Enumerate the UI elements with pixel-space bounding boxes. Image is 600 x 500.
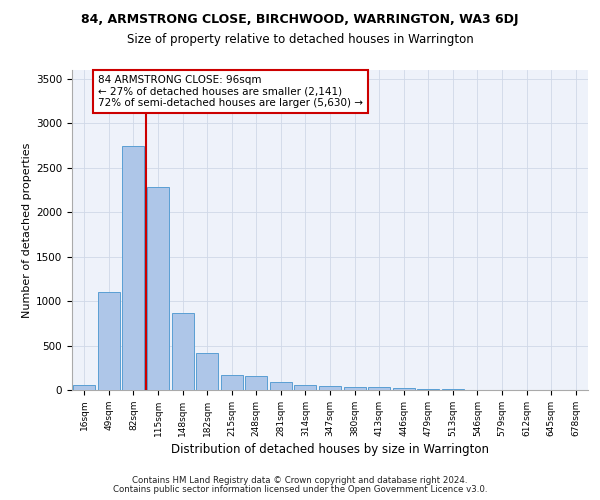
Bar [98, 292, 120, 390]
X-axis label: Distribution of detached houses by size in Warrington: Distribution of detached houses by size … [171, 443, 489, 456]
Bar [196, 353, 218, 390]
Bar [147, 188, 169, 390]
Bar [368, 387, 390, 390]
Text: Contains HM Land Registry data © Crown copyright and database right 2024.: Contains HM Land Registry data © Crown c… [132, 476, 468, 485]
Text: Contains public sector information licensed under the Open Government Licence v3: Contains public sector information licen… [113, 485, 487, 494]
Bar [270, 382, 292, 390]
Bar [221, 375, 243, 390]
Bar [319, 386, 341, 390]
Text: Size of property relative to detached houses in Warrington: Size of property relative to detached ho… [127, 32, 473, 46]
Bar [73, 385, 95, 390]
Text: 84 ARMSTRONG CLOSE: 96sqm
← 27% of detached houses are smaller (2,141)
72% of se: 84 ARMSTRONG CLOSE: 96sqm ← 27% of detac… [98, 75, 363, 108]
Bar [122, 146, 145, 390]
Bar [344, 387, 365, 390]
Text: 84, ARMSTRONG CLOSE, BIRCHWOOD, WARRINGTON, WA3 6DJ: 84, ARMSTRONG CLOSE, BIRCHWOOD, WARRINGT… [81, 12, 519, 26]
Bar [442, 389, 464, 390]
Bar [392, 388, 415, 390]
Y-axis label: Number of detached properties: Number of detached properties [22, 142, 32, 318]
Bar [245, 376, 268, 390]
Bar [295, 385, 316, 390]
Bar [417, 389, 439, 390]
Bar [172, 312, 194, 390]
